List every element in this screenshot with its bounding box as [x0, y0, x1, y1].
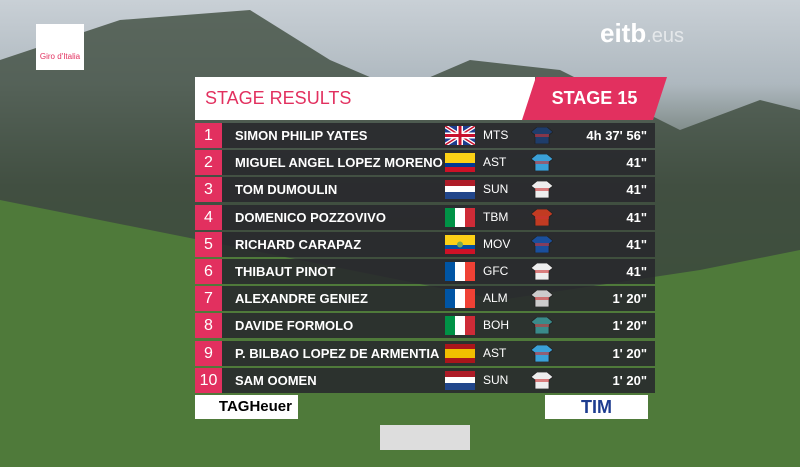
broadcaster-suffix: .eus — [646, 25, 685, 47]
team-jersey — [530, 126, 554, 145]
race-logo: Giro d'Italia — [36, 24, 84, 70]
rider-name: SAM OOMEN — [235, 372, 317, 388]
rank: 2 — [195, 150, 222, 176]
rank: 5 — [195, 231, 222, 257]
rider-name: ALEXANDRE GENIEZ — [235, 291, 368, 307]
sponsor-left: TAGHeuer — [195, 395, 298, 419]
rank: 7 — [195, 286, 222, 312]
team-code: GFC — [483, 264, 509, 278]
rider-name: P. BILBAO LOPEZ DE ARMENTIA — [235, 345, 440, 361]
result-row: 3 TOM DUMOULIN SUN 41" — [195, 177, 655, 203]
finish-time: 41" — [626, 209, 647, 225]
finish-time: 41" — [626, 182, 647, 198]
broadcaster-name: eitb — [600, 18, 647, 48]
rank: 4 — [195, 204, 222, 230]
team-code: TBM — [483, 209, 509, 224]
flag — [445, 207, 475, 227]
rider-name: THIBAUT PINOT — [235, 264, 336, 279]
team-code: AST — [483, 155, 507, 170]
team-code: ALM — [483, 291, 508, 306]
team-jersey — [530, 289, 554, 308]
broadcaster-logo: eitb.eus — [600, 18, 684, 49]
result-row: 9 P. BILBAO LOPEZ DE ARMENTIA AST 1' 20" — [195, 340, 655, 366]
team-jersey — [530, 208, 554, 226]
team-jersey — [530, 371, 554, 390]
finish-time: 1' 20" — [612, 345, 647, 361]
rank: 6 — [195, 259, 222, 284]
team-jersey — [530, 153, 554, 172]
finish-time: 1' 20" — [612, 291, 647, 307]
flag — [445, 262, 475, 281]
team-jersey — [530, 316, 554, 335]
rider-name: TOM DUMOULIN — [235, 182, 338, 198]
rider-name: RICHARD CARAPAZ — [235, 236, 362, 252]
flag — [445, 153, 475, 173]
team-code: MOV — [483, 236, 511, 251]
rider-name: MIGUEL ANGEL LOPEZ MORENO — [235, 155, 443, 171]
finish-time: 41" — [626, 236, 647, 252]
team-jersey — [530, 235, 554, 254]
result-row: 1 SIMON PHILIP YATES MTS 4h 37' 56" — [195, 123, 655, 148]
team-code: SUN — [483, 372, 509, 387]
header-title: STAGE RESULTS — [195, 77, 535, 120]
finish-time: 4h 37' 56" — [586, 128, 647, 143]
flag — [445, 343, 475, 363]
team-jersey — [530, 262, 554, 281]
team-code: AST — [483, 345, 507, 360]
flag — [445, 180, 475, 200]
team-jersey — [530, 180, 554, 199]
result-row: 4 DOMENICO POZZOVIVO TBM 41" — [195, 204, 655, 230]
finish-time: 1' 20" — [612, 318, 647, 334]
team-jersey — [530, 344, 554, 362]
sponsor-right: TIM — [545, 395, 648, 419]
flag — [443, 124, 477, 147]
result-row: 2 MIGUEL ANGEL LOPEZ MORENO AST 41" — [195, 150, 655, 176]
team-code: MTS — [483, 128, 509, 142]
finish-time: 41" — [626, 264, 647, 279]
flag — [445, 370, 475, 390]
flag — [445, 289, 475, 309]
result-row: 5 RICHARD CARAPAZ MOV 41" — [195, 231, 655, 257]
result-row: 10 SAM OOMEN SUN 1' 20" — [195, 367, 655, 393]
rider-name: DAVIDE FORMOLO — [235, 318, 354, 334]
finish-time: 1' 20" — [612, 372, 647, 388]
rank: 10 — [195, 367, 222, 393]
flag — [445, 316, 475, 336]
rider-name: DOMENICO POZZOVIVO — [235, 209, 386, 225]
finish-time: 41" — [626, 155, 647, 171]
team-code: BOH — [483, 318, 510, 333]
result-row: 7 ALEXANDRE GENIEZ ALM 1' 20" — [195, 286, 655, 312]
stage-label: STAGE 15 — [551, 88, 638, 108]
team-code: SUN — [483, 182, 509, 197]
rank: 9 — [195, 340, 222, 366]
stage-badge — [522, 77, 667, 120]
result-row: 8 DAVIDE FORMOLO BOH 1' 20" — [195, 313, 655, 339]
rank: 1 — [195, 123, 222, 148]
rider-name: SIMON PHILIP YATES — [235, 128, 368, 143]
rank: 3 — [195, 177, 222, 203]
rank: 8 — [195, 313, 222, 339]
result-row: 6 THIBAUT PINOT GFC 41" — [195, 259, 655, 284]
flag — [445, 234, 475, 254]
